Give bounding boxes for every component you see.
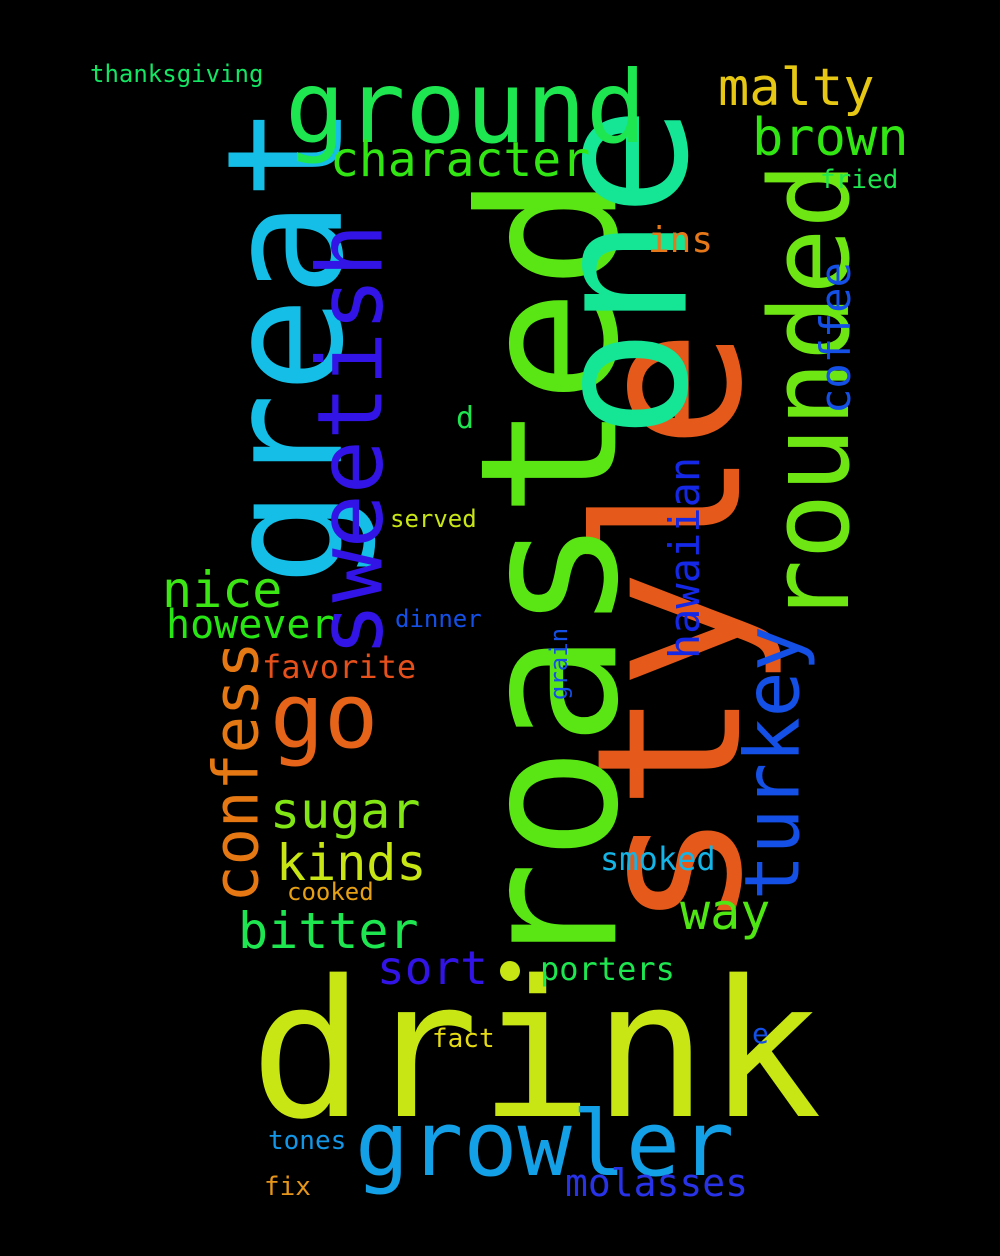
word-malty: malty [718,58,875,118]
word-thanksgiving: thanksgiving [90,60,264,88]
period-dot [500,961,520,981]
word-sort: sort [377,941,488,995]
word-growler: growler [355,1092,735,1197]
word-d: d [456,401,475,436]
word-molasses: molasses [565,1161,749,1205]
word-way: way [680,883,771,941]
word-served: served [390,505,477,533]
word-porters: porters [540,950,675,988]
word-brown: brown [752,108,909,168]
word-ins: ins [648,220,714,261]
word-go: go [270,664,379,769]
word-fried: fried [820,165,899,195]
word-sugar: sugar [270,782,421,840]
word-grain: grain [545,627,574,701]
word-smoked: smoked [600,840,716,878]
word-however: however [166,602,335,648]
word-bitter: bitter [238,902,419,960]
word-hawaiian: hawaiian [660,456,710,660]
word-turkey: turkey [727,625,817,901]
word-drink: drink [250,940,822,1161]
word-favorite: favorite [262,648,417,686]
word-fix: fix [264,1172,311,1202]
word-cooked: cooked [287,878,374,906]
word-dinner: dinner [395,605,482,633]
word-nice: nice [162,561,283,619]
word-coffee: coffee [810,262,860,414]
word-fact: fact [432,1024,495,1054]
word-sweetish: sweetish [298,223,404,657]
word-tones: tones [268,1126,347,1156]
word-confess: confess [199,641,273,903]
word-e: e [752,1017,769,1050]
word-ground: ground [285,49,647,166]
word-kinds: kinds [276,834,427,892]
word-character: character [330,132,591,188]
